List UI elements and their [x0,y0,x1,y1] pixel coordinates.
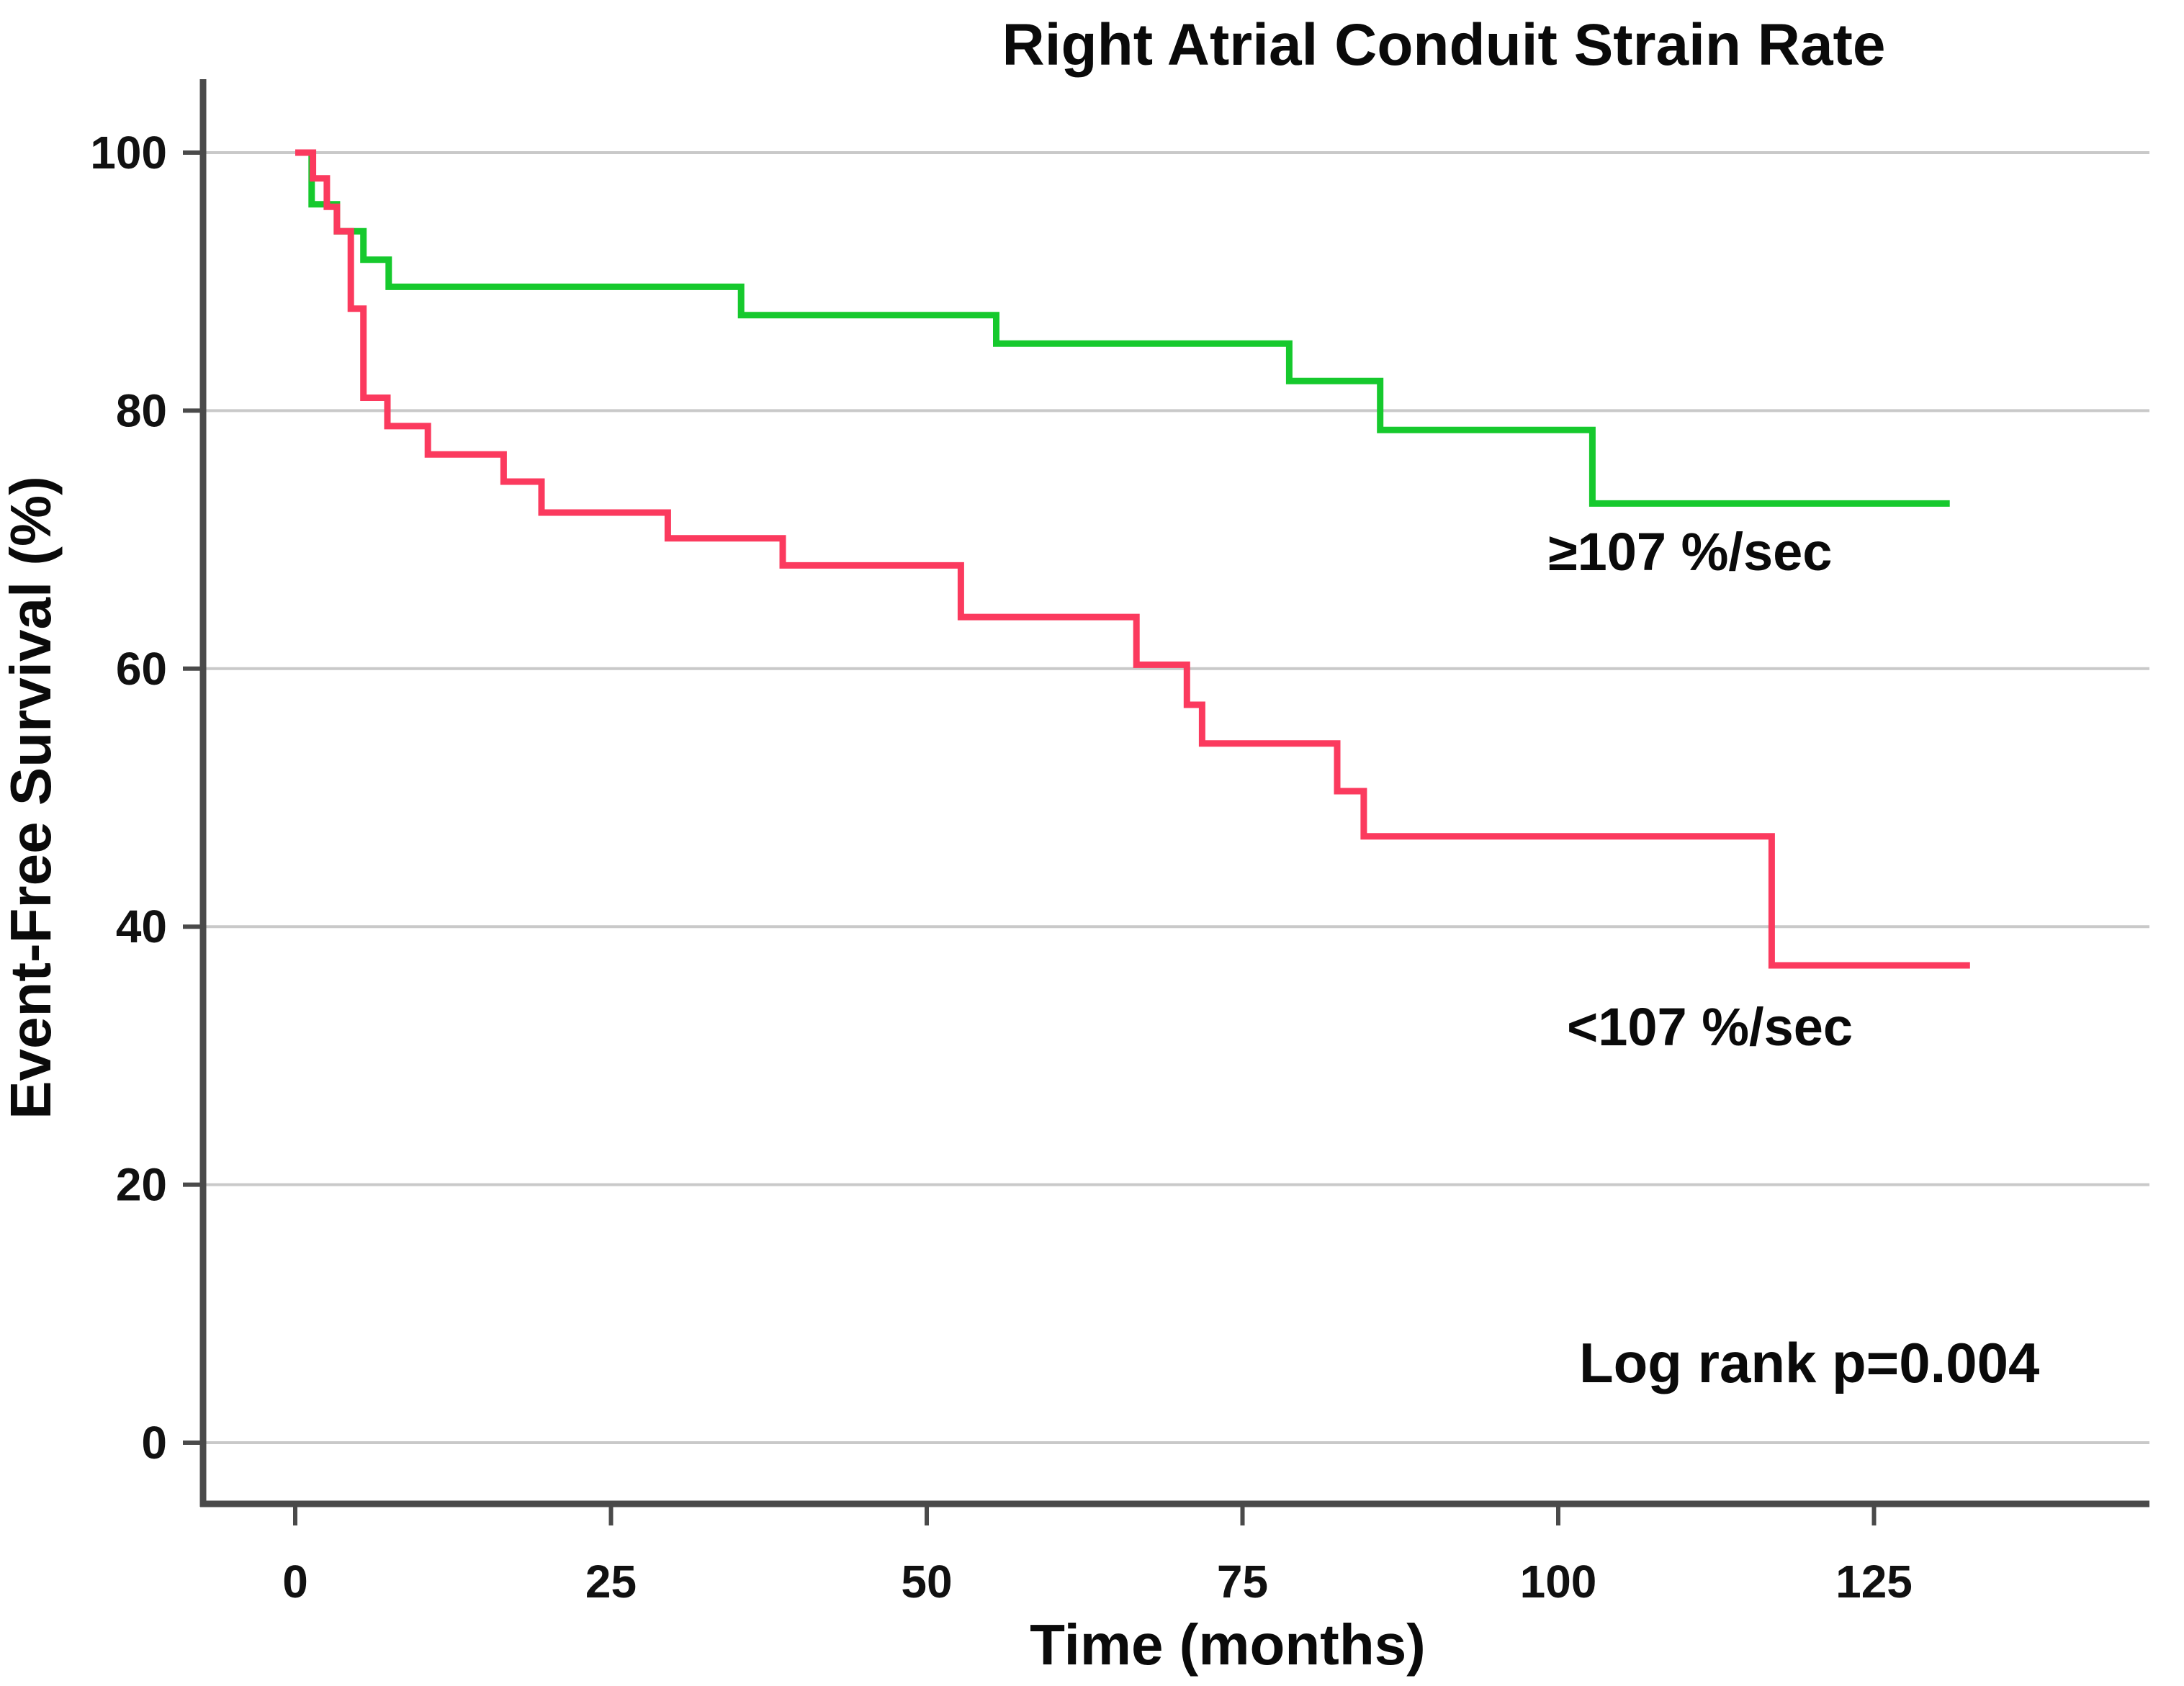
survival-curves [295,149,1970,969]
x-tick-label: 50 [901,1556,952,1608]
x-tick-label: 125 [1835,1556,1913,1608]
y-tick-label: 80 [116,384,167,436]
series-line-red-low [295,149,1970,969]
x-tick-label: 100 [1520,1556,1597,1608]
x-tick-labels: 0 25 50 75 100 125 [282,1556,1913,1608]
annotation-group-low: <107 %/sec [1567,997,1853,1057]
series-line-green-high [295,149,1950,507]
x-axis-title: Time (months) [1030,1613,1426,1677]
y-tick-label: 100 [90,127,167,179]
y-tick-label: 0 [141,1417,167,1469]
x-tick-label: 75 [1217,1556,1268,1608]
annotation-group-high: ≥107 %/sec [1548,522,1832,582]
tick-marks [183,150,1877,1525]
x-tick-label: 0 [282,1556,308,1608]
y-tick-label: 40 [116,901,167,952]
gridlines [203,151,2149,1444]
chart-title: Right Atrial Conduit Strain Rate [1002,12,1886,78]
y-axis-title: Event-Free Survival (%) [0,476,63,1119]
y-tick-labels: 100 80 60 40 20 0 [90,127,167,1469]
x-tick-label: 25 [585,1556,637,1608]
y-tick-label: 20 [116,1159,167,1211]
annotation-log-rank: Log rank p=0.004 [1579,1331,2039,1394]
y-tick-label: 60 [116,643,167,695]
axes [199,79,2149,1507]
